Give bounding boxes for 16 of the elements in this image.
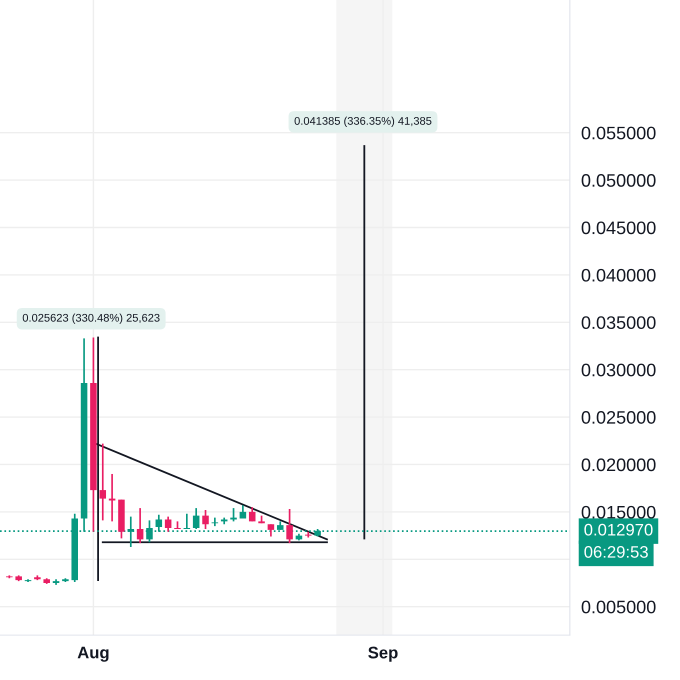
y-tick-label: 0.005000	[582, 600, 656, 614]
ref-line-label: 0.012970	[584, 524, 653, 536]
y-tick-label: 0.035000	[582, 316, 656, 330]
y-tick-label: 0.045000	[582, 221, 656, 234]
y-tick-label: 0.020000	[582, 458, 656, 472]
annotation: 0.041385 (336.35%) 41,385	[294, 116, 432, 128]
text: 06:29:53	[584, 546, 648, 558]
x-tick-label: Aug	[78, 646, 108, 662]
y-tick-label: 0.050000	[582, 174, 656, 187]
y-tick-label: 0.015000	[582, 506, 656, 519]
y-tick-label: 0.055000	[582, 126, 656, 140]
y-tick-label: 0.030000	[582, 364, 656, 376]
y-tick-label: 0.025000	[582, 411, 656, 424]
x-tick-label: Sep	[368, 646, 398, 662]
annotation: 0.025623 (330.48%) 25,623	[22, 314, 160, 324]
y-tick-label: 0.040000	[582, 268, 656, 282]
